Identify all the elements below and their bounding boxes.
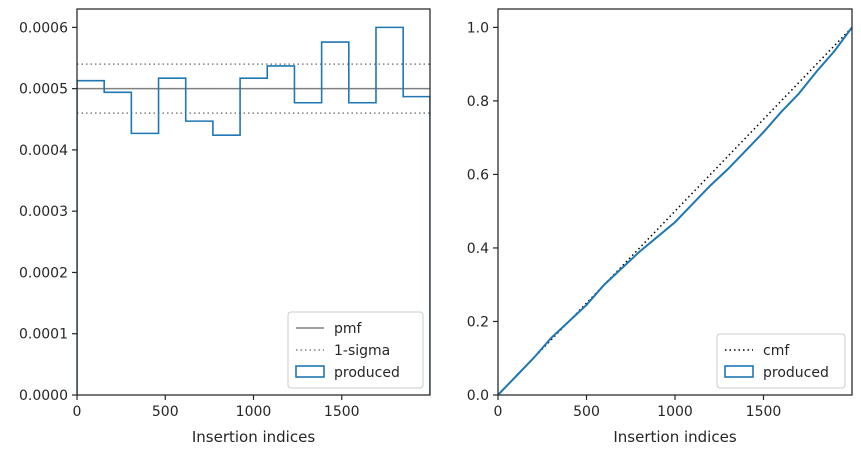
x-tick-label: 1000 [236,404,272,420]
data-layer [77,26,430,395]
legend-label: 1-sigma [334,343,390,359]
legend-label: cmf [763,343,790,359]
histogram-step-produced [77,26,430,395]
data-layer [498,26,852,395]
x-tick-label: 0 [494,404,503,420]
series-line-produced [498,26,852,395]
legend-box [716,333,846,389]
y-tick-label: 0.0006 [19,20,68,36]
x-tick-label: 1500 [746,404,782,420]
x-axis-label: Insertion indices [192,428,315,446]
y-tick-label: 0.0000 [19,388,68,404]
legend: cmf produced [716,333,846,389]
y-tick-label: 0.4 [467,241,489,257]
y-tick-label: 1.0 [467,20,489,36]
plot-area [498,9,852,395]
y-tick-label: 0.0 [467,388,489,404]
x-tick-label: 1000 [657,404,693,420]
legend-label: pmf [334,321,363,337]
y-tick-label: 0.0004 [19,143,68,159]
y-tick-label: 0.0003 [19,204,68,220]
legend: pmf 1-sigma produced [287,311,424,389]
y-tick-label: 0.0002 [19,265,68,281]
x-axis-label: Insertion indices [613,428,736,446]
cmf-line-chart: 0 500 1000 1500 0.0 0.2 0.4 0.6 0.8 1.0 Insertion … [467,8,853,446]
legend-label: produced [334,365,400,381]
x-tick-label: 500 [152,404,179,420]
legend-patch-swatch [724,365,754,378]
legend-patch-swatch [295,365,325,378]
x-tick-label: 0 [73,404,82,420]
x-tick-label: 1500 [324,404,360,420]
y-tick-label: 0.0005 [19,82,68,98]
y-tick-label: 0.2 [467,314,489,330]
legend-box [287,311,424,389]
legend-label: produced [763,365,829,381]
y-tick-label: 0.6 [467,167,489,183]
x-tick-label: 500 [573,404,600,420]
y-tick-label: 0.8 [467,94,489,110]
y-tick-label: 0.0001 [19,327,68,343]
pmf-histogram-chart: 0 500 1000 1500 0.0000 0.0001 0.0002 0.0003 0.00… [19,8,431,446]
